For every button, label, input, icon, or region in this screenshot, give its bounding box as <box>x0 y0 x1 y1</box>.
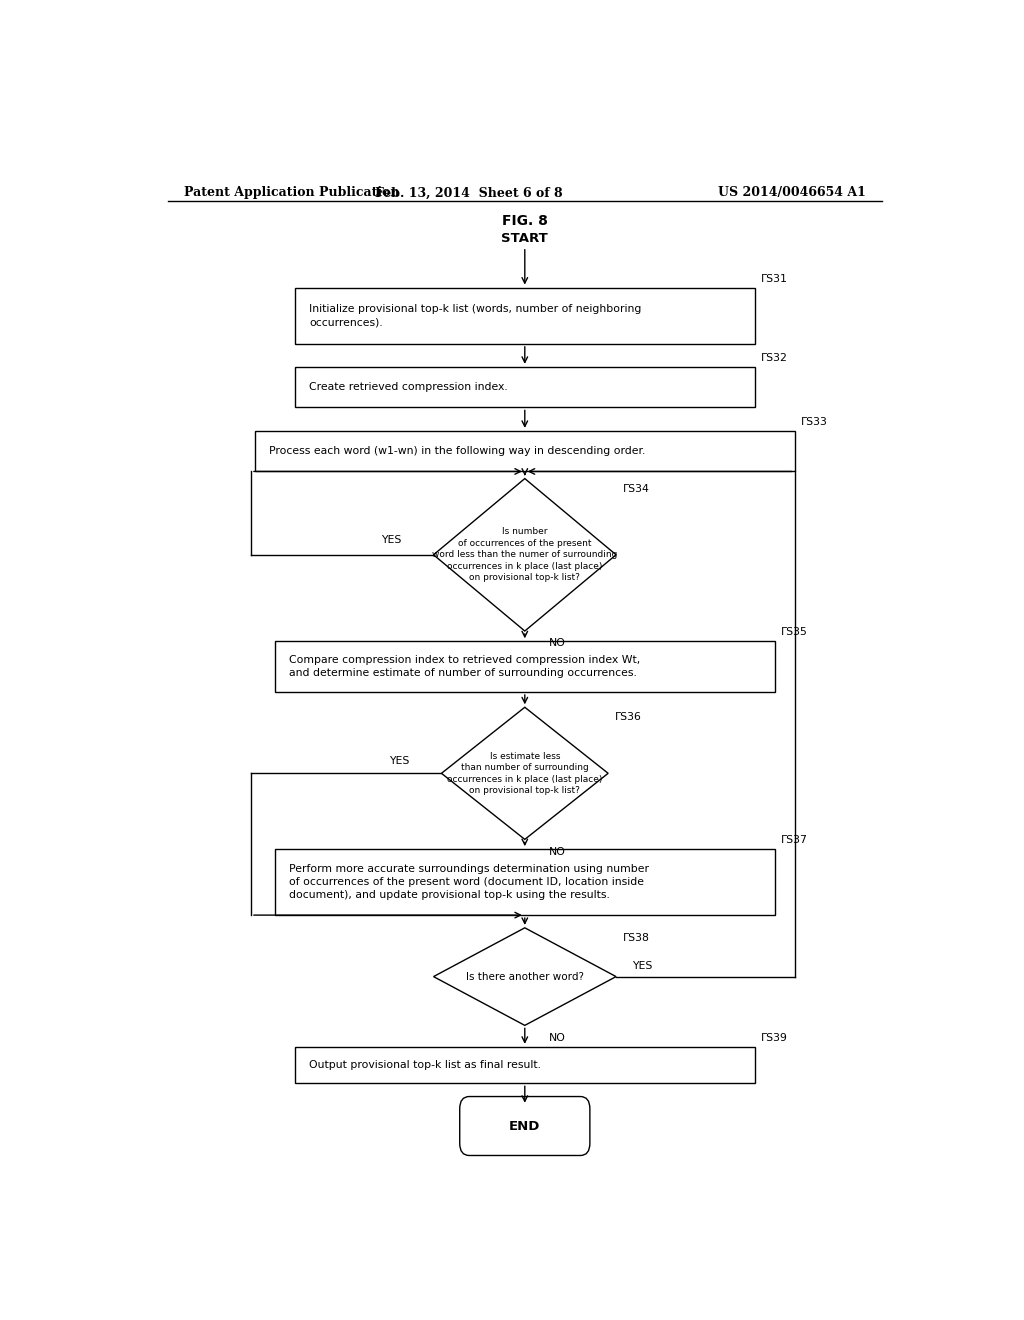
Text: Patent Application Publication: Patent Application Publication <box>183 186 399 199</box>
Text: NO: NO <box>549 846 565 857</box>
FancyBboxPatch shape <box>255 430 795 471</box>
Text: ΓS32: ΓS32 <box>761 352 788 363</box>
FancyBboxPatch shape <box>295 1047 755 1084</box>
Text: ΓS36: ΓS36 <box>614 713 641 722</box>
Text: Output provisional top-k list as final result.: Output provisional top-k list as final r… <box>309 1060 541 1071</box>
Text: ΓS34: ΓS34 <box>623 483 649 494</box>
FancyBboxPatch shape <box>295 288 755 345</box>
Text: END: END <box>509 1119 541 1133</box>
Text: Compare compression index to retrieved compression index Wt,
and determine estim: Compare compression index to retrieved c… <box>289 655 640 678</box>
Polygon shape <box>433 479 616 631</box>
FancyBboxPatch shape <box>460 1097 590 1155</box>
Text: NO: NO <box>549 639 565 648</box>
Text: US 2014/0046654 A1: US 2014/0046654 A1 <box>718 186 866 199</box>
Text: Is number
of occurrences of the present
word less than the numer of surrounding
: Is number of occurrences of the present … <box>432 528 617 582</box>
Text: YES: YES <box>389 756 410 766</box>
FancyBboxPatch shape <box>295 367 755 408</box>
FancyBboxPatch shape <box>274 849 775 915</box>
Text: FIG. 8: FIG. 8 <box>502 214 548 228</box>
Text: NO: NO <box>549 1032 565 1043</box>
Text: Is there another word?: Is there another word? <box>466 972 584 982</box>
Text: ΓS31: ΓS31 <box>761 275 788 284</box>
Text: YES: YES <box>632 961 652 972</box>
Text: ΓS39: ΓS39 <box>761 1032 788 1043</box>
Polygon shape <box>433 928 616 1026</box>
Text: YES: YES <box>381 535 401 545</box>
Text: Feb. 13, 2014  Sheet 6 of 8: Feb. 13, 2014 Sheet 6 of 8 <box>376 186 563 199</box>
Text: Is estimate less
than number of surrounding
occurrences in k place (last place)
: Is estimate less than number of surround… <box>447 751 602 795</box>
Text: Create retrieved compression index.: Create retrieved compression index. <box>309 381 508 392</box>
Polygon shape <box>441 708 608 840</box>
Text: ΓS35: ΓS35 <box>781 627 808 638</box>
Text: Perform more accurate surroundings determination using number
of occurrences of : Perform more accurate surroundings deter… <box>289 863 649 900</box>
Text: Process each word (w1-wn) in the following way in descending order.: Process each word (w1-wn) in the followi… <box>269 446 646 457</box>
Text: START: START <box>502 232 548 246</box>
Text: ΓS38: ΓS38 <box>623 933 649 942</box>
Text: ΓS37: ΓS37 <box>781 836 808 845</box>
FancyBboxPatch shape <box>274 642 775 692</box>
Text: Initialize provisional top-k list (words, number of neighboring
occurrences).: Initialize provisional top-k list (words… <box>309 305 641 327</box>
Text: ΓS33: ΓS33 <box>801 417 827 426</box>
